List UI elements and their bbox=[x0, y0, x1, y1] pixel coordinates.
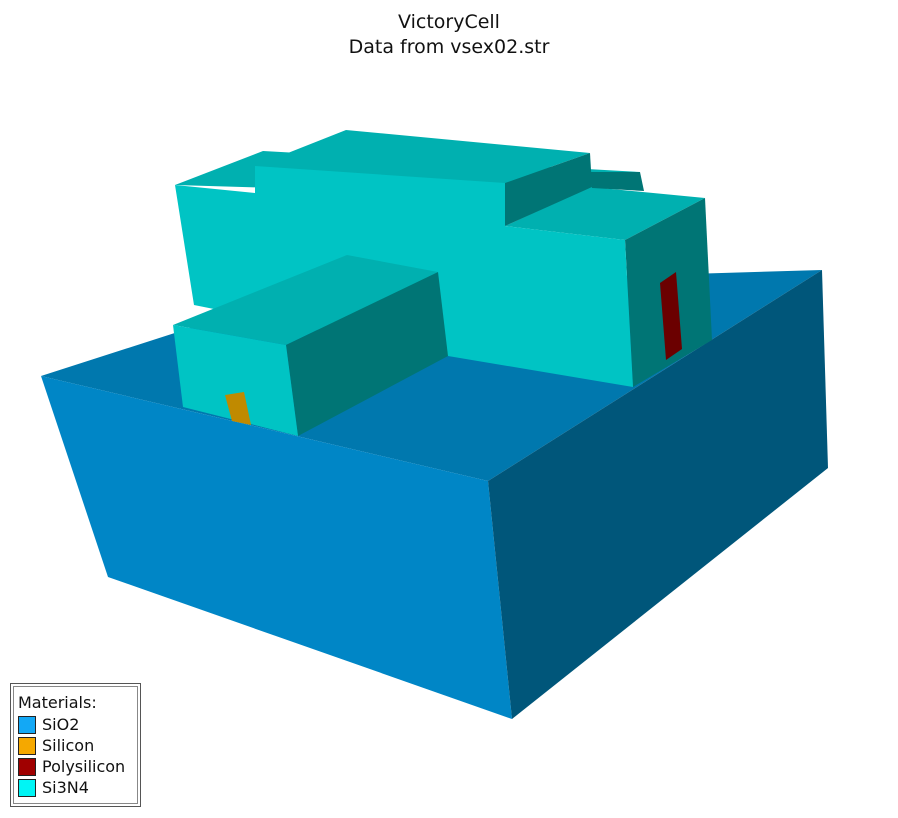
legend-swatch-silicon bbox=[18, 736, 36, 755]
legend-item-polysilicon: Polysilicon bbox=[18, 756, 140, 777]
plot-title-block: VictoryCell Data from vsex02.str bbox=[0, 10, 898, 60]
legend-swatch-sio2 bbox=[18, 715, 36, 734]
nitride-back-side-face-2 bbox=[590, 172, 644, 191]
plot-subtitle: Data from vsex02.str bbox=[348, 36, 550, 58]
legend-label-sio2: SiO2 bbox=[42, 715, 80, 734]
silicon-region bbox=[225, 392, 251, 425]
legend-label-polysilicon: Polysilicon bbox=[42, 757, 126, 776]
nitride-front-top-face bbox=[173, 255, 438, 345]
nitride-front-side-face bbox=[286, 272, 448, 436]
nitride-back-side-face bbox=[505, 153, 592, 226]
nitride-back-top-face-3 bbox=[505, 187, 705, 240]
legend-title: Materials: bbox=[18, 693, 97, 712]
legend-label-si3n4: Si3N4 bbox=[42, 778, 89, 797]
nitride-back-top-face-2 bbox=[255, 130, 590, 183]
legend-item-silicon: Silicon bbox=[18, 735, 140, 756]
legend-item-sio2: SiO2 bbox=[18, 714, 140, 735]
legend-label-silicon: Silicon bbox=[42, 736, 95, 755]
polysilicon-region bbox=[660, 272, 682, 360]
legend-swatch-si3n4 bbox=[18, 778, 36, 797]
plot-title: VictoryCell bbox=[398, 11, 500, 33]
legend-item-si3n4: Si3N4 bbox=[18, 777, 140, 798]
oxide-block-side-face bbox=[488, 270, 828, 719]
legend-swatch-polysilicon bbox=[18, 757, 36, 776]
materials-legend: Materials: SiO2 Silicon Polysilicon Si3N… bbox=[10, 683, 141, 807]
oxide-block-front-face bbox=[41, 376, 512, 719]
nitride-front-front-face bbox=[173, 325, 298, 436]
